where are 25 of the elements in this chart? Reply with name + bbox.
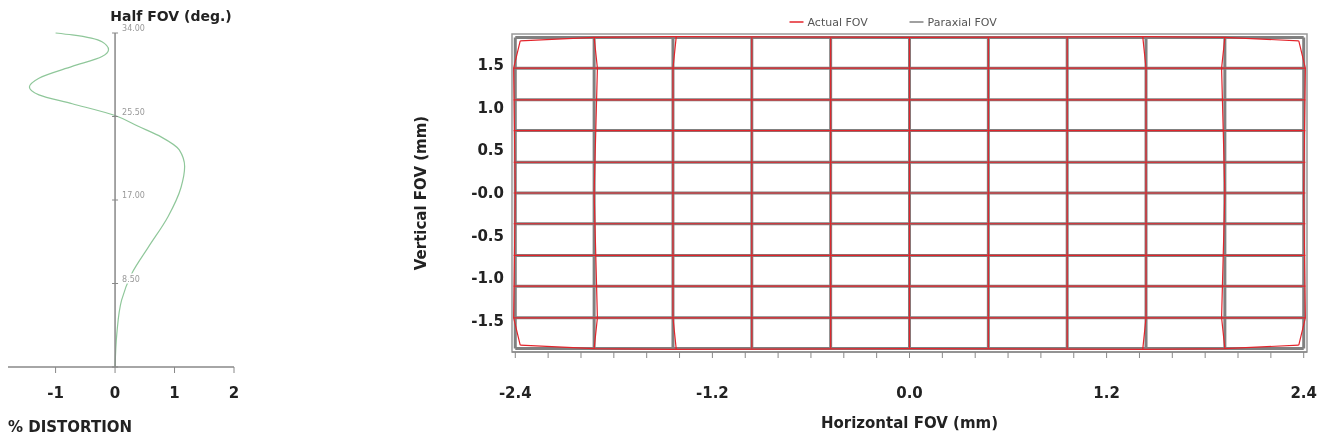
legend-label: Actual FOV xyxy=(807,16,869,29)
x-tick-label: -2.4 xyxy=(498,384,532,402)
y-tick-label: -0.5 xyxy=(471,226,504,245)
y-tick-label: 25.50 xyxy=(122,107,145,117)
x-tick-label: 1.2 xyxy=(1093,384,1120,402)
x-tick-label: 2 xyxy=(228,384,240,402)
x-tick-label: 1 xyxy=(169,384,180,402)
y-tick-label: -1.0 xyxy=(471,269,504,288)
y-tick-label: 34.00 xyxy=(122,24,145,33)
x-tick-label: 0.0 xyxy=(896,384,923,402)
y-tick-label: -0.0 xyxy=(471,184,504,202)
legend-label: Paraxial FOV xyxy=(927,16,998,29)
y-tick-label: 1.0 xyxy=(477,98,504,117)
y-axis-title: Half FOV (deg.) xyxy=(110,8,232,24)
y-axis-title: Vertical FOV (mm) xyxy=(412,115,430,271)
y-tick-label: 1.5 xyxy=(477,55,504,74)
x-tick-label: 0 xyxy=(109,384,121,402)
y-tick-label: 17.00 xyxy=(122,191,145,200)
x-axis-title: % DISTORTION xyxy=(7,418,133,436)
y-tick-label: -1.5 xyxy=(471,312,504,331)
y-tick-label: 0.5 xyxy=(477,141,504,160)
x-tick-label: -1 xyxy=(47,384,64,402)
x-axis-title: Horizontal FOV (mm) xyxy=(820,414,999,432)
x-tick-label: 2.4 xyxy=(1290,384,1317,402)
x-tick-label: -1.2 xyxy=(695,384,729,402)
